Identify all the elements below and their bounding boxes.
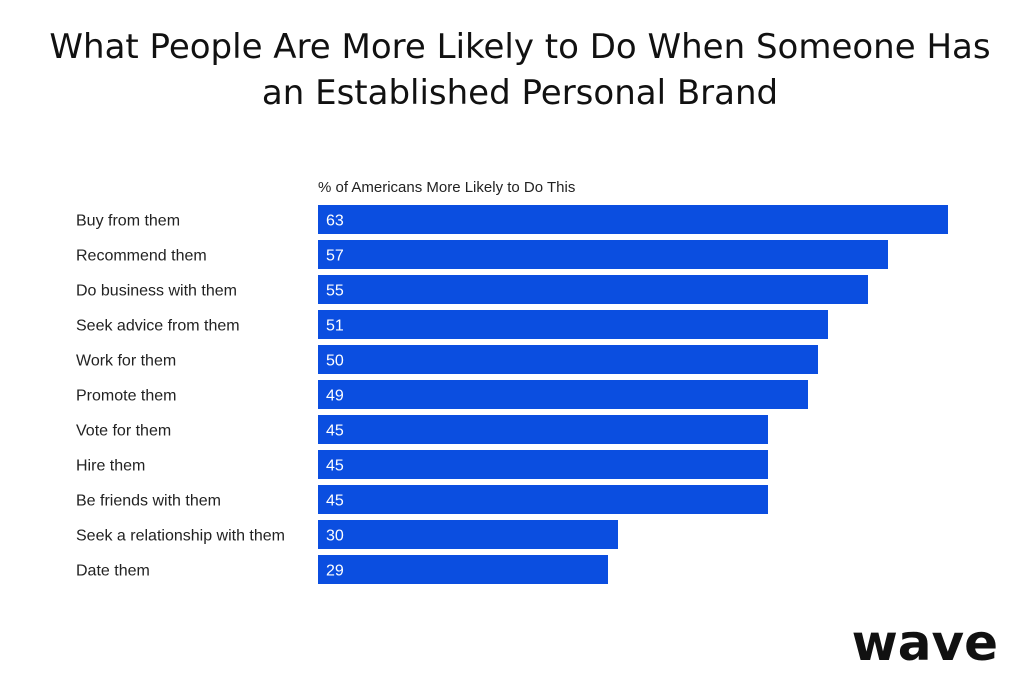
bar-value-label: 45 — [326, 458, 344, 475]
bar — [318, 240, 888, 269]
category-label: Hire them — [76, 458, 145, 475]
bar — [318, 485, 768, 514]
category-label: Buy from them — [76, 213, 180, 230]
category-label: Work for them — [76, 353, 176, 370]
bar — [318, 415, 768, 444]
bar — [318, 555, 608, 584]
bar-value-label: 51 — [326, 318, 344, 335]
bar-value-label: 30 — [326, 528, 344, 545]
bar-value-label: 29 — [326, 563, 344, 580]
bar-value-label: 57 — [326, 248, 344, 265]
bar — [318, 275, 868, 304]
bar-value-label: 63 — [326, 213, 344, 230]
bar-value-label: 45 — [326, 423, 344, 440]
category-label: Seek advice from them — [76, 318, 240, 335]
chart-title: What People Are More Likely to Do When S… — [49, 27, 991, 113]
bar — [318, 205, 948, 234]
category-label: Be friends with them — [76, 493, 221, 510]
category-label: Recommend them — [76, 248, 207, 265]
logo-text: wave — [852, 614, 998, 672]
bar-value-label: 45 — [326, 493, 344, 510]
bar — [318, 310, 828, 339]
category-label: Date them — [76, 563, 150, 580]
category-label: Promote them — [76, 388, 176, 405]
series-header: % of Americans More Likely to Do This — [318, 179, 575, 196]
bar-value-label: 50 — [326, 353, 344, 370]
bar — [318, 345, 818, 374]
bar-value-label: 55 — [326, 283, 344, 300]
wave-logo: wave — [852, 614, 998, 672]
bars-layer: Buy from them 63 Recommend them 57 Do busine… — [76, 205, 948, 584]
bar — [318, 450, 768, 479]
bar — [318, 520, 618, 549]
bar — [318, 380, 808, 409]
category-label: Seek a relationship with them — [76, 528, 285, 545]
category-label: Do business with them — [76, 283, 237, 300]
category-label: Vote for them — [76, 423, 171, 440]
bar-value-label: 49 — [326, 388, 344, 405]
